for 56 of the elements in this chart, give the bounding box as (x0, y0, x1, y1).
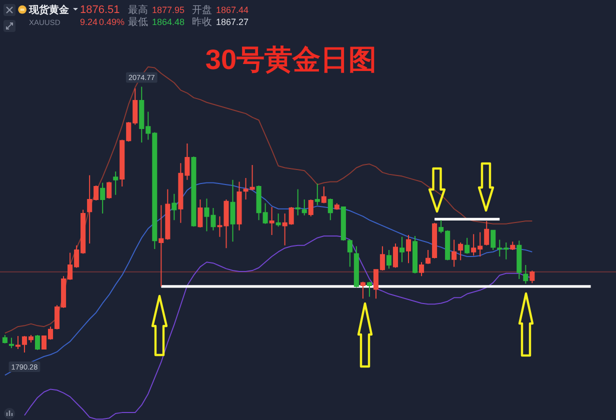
candlestick (295, 188, 300, 216)
candlestick (386, 249, 392, 270)
candlestick (484, 220, 490, 246)
candlestick (406, 234, 412, 264)
chart-title: 30号黄金日图 (205, 44, 377, 75)
candlestick (516, 240, 522, 280)
text: 昨收 (192, 16, 212, 28)
candlestick (328, 198, 333, 221)
text: 1864.48 (152, 17, 185, 27)
candlestick (302, 199, 307, 216)
candlestick (399, 236, 405, 263)
candlestick (530, 270, 535, 284)
text: 现货黄金 (28, 4, 70, 16)
candlestick (100, 182, 106, 214)
text: 开盘 (192, 4, 212, 16)
candlestick (392, 242, 398, 268)
candlestick (490, 230, 496, 250)
text: 1867.27 (216, 17, 249, 27)
candlestick (366, 281, 372, 298)
text: 0.49% (99, 17, 125, 27)
candlestick (354, 246, 359, 288)
text: 1867.44 (216, 5, 249, 15)
text: 1876.51 (80, 4, 120, 16)
candlestick (15, 335, 20, 350)
candlestick (191, 156, 196, 228)
candlestick (419, 262, 424, 277)
candlestick (269, 206, 274, 236)
candlestick (347, 239, 352, 268)
candlestick (360, 281, 366, 300)
candlestick (308, 199, 314, 217)
candlestick (276, 213, 281, 228)
candlestick (34, 334, 40, 350)
candlestick (198, 199, 203, 228)
candlestick (412, 235, 418, 274)
candlestick (452, 239, 457, 268)
candlestick (106, 181, 112, 200)
candlestick (113, 171, 118, 196)
candlestick (314, 183, 320, 206)
candlestick (334, 202, 340, 210)
text: 1877.95 (152, 5, 185, 15)
candlestick (426, 249, 431, 264)
text: 最高 (128, 4, 148, 16)
text: 9.24 (80, 17, 98, 27)
candlestick (340, 206, 346, 242)
candlestick (464, 237, 470, 254)
candlestick (510, 241, 516, 250)
candlestick (236, 181, 242, 231)
candlestick (523, 264, 528, 284)
candlestick (432, 222, 438, 259)
candlestick (2, 334, 8, 344)
text: 最低 (128, 17, 148, 28)
candlestick (321, 186, 326, 204)
candlestick (458, 242, 464, 261)
candlestick (172, 193, 177, 221)
candlestick (8, 337, 14, 349)
candlestick (230, 179, 236, 242)
